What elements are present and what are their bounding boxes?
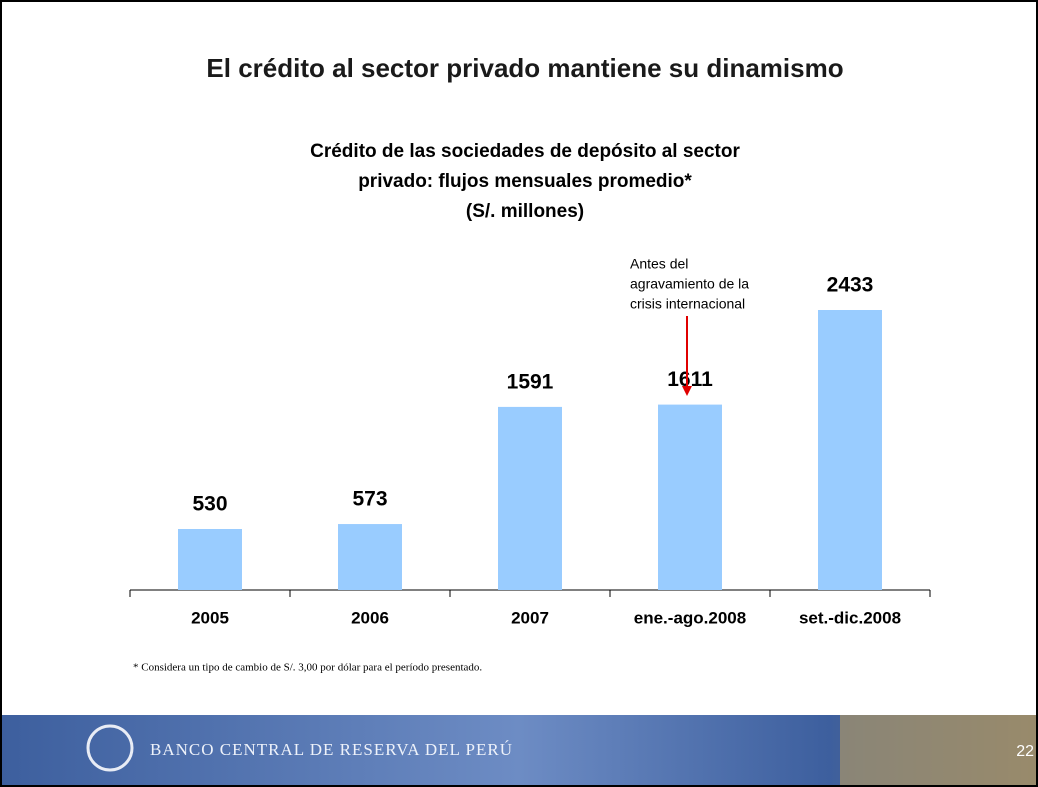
x-tick-label: 2007 bbox=[511, 608, 549, 627]
page: El crédito al sector privado mantiene su… bbox=[0, 0, 1038, 787]
chart-title: Crédito de las sociedades de depósito al… bbox=[310, 141, 740, 162]
annotation: Antes del bbox=[630, 256, 688, 272]
bar bbox=[818, 310, 882, 590]
x-tick-label: set.-dic.2008 bbox=[799, 608, 901, 627]
bar bbox=[178, 529, 242, 590]
annotation: crisis internacional bbox=[630, 296, 745, 312]
x-tick-label: ene.-ago.2008 bbox=[634, 608, 746, 627]
value-label: 573 bbox=[352, 488, 387, 511]
annotation: agravamiento de la bbox=[630, 276, 749, 292]
footnote: * Considera un tipo de cambio de S/. 3,0… bbox=[133, 662, 482, 674]
value-label: 2433 bbox=[827, 274, 874, 297]
bar bbox=[498, 407, 562, 590]
slide: El crédito al sector privado mantiene su… bbox=[0, 0, 1038, 787]
footer-bank-name: BANCO CENTRAL DE RESERVA DEL PERÚ bbox=[150, 740, 513, 759]
chart-title: (S/. millones) bbox=[466, 201, 584, 222]
x-tick-label: 2005 bbox=[191, 608, 229, 627]
footer-photo bbox=[840, 715, 1036, 785]
value-label: 530 bbox=[192, 493, 227, 516]
x-tick-label: 2006 bbox=[351, 608, 389, 627]
chart-title: privado: flujos mensuales promedio* bbox=[358, 171, 692, 192]
value-label: 1591 bbox=[507, 370, 554, 393]
bar bbox=[338, 524, 402, 590]
slide-title: El crédito al sector privado mantiene su… bbox=[206, 53, 843, 83]
page-number: 22 bbox=[1016, 743, 1034, 760]
bar bbox=[658, 405, 722, 590]
